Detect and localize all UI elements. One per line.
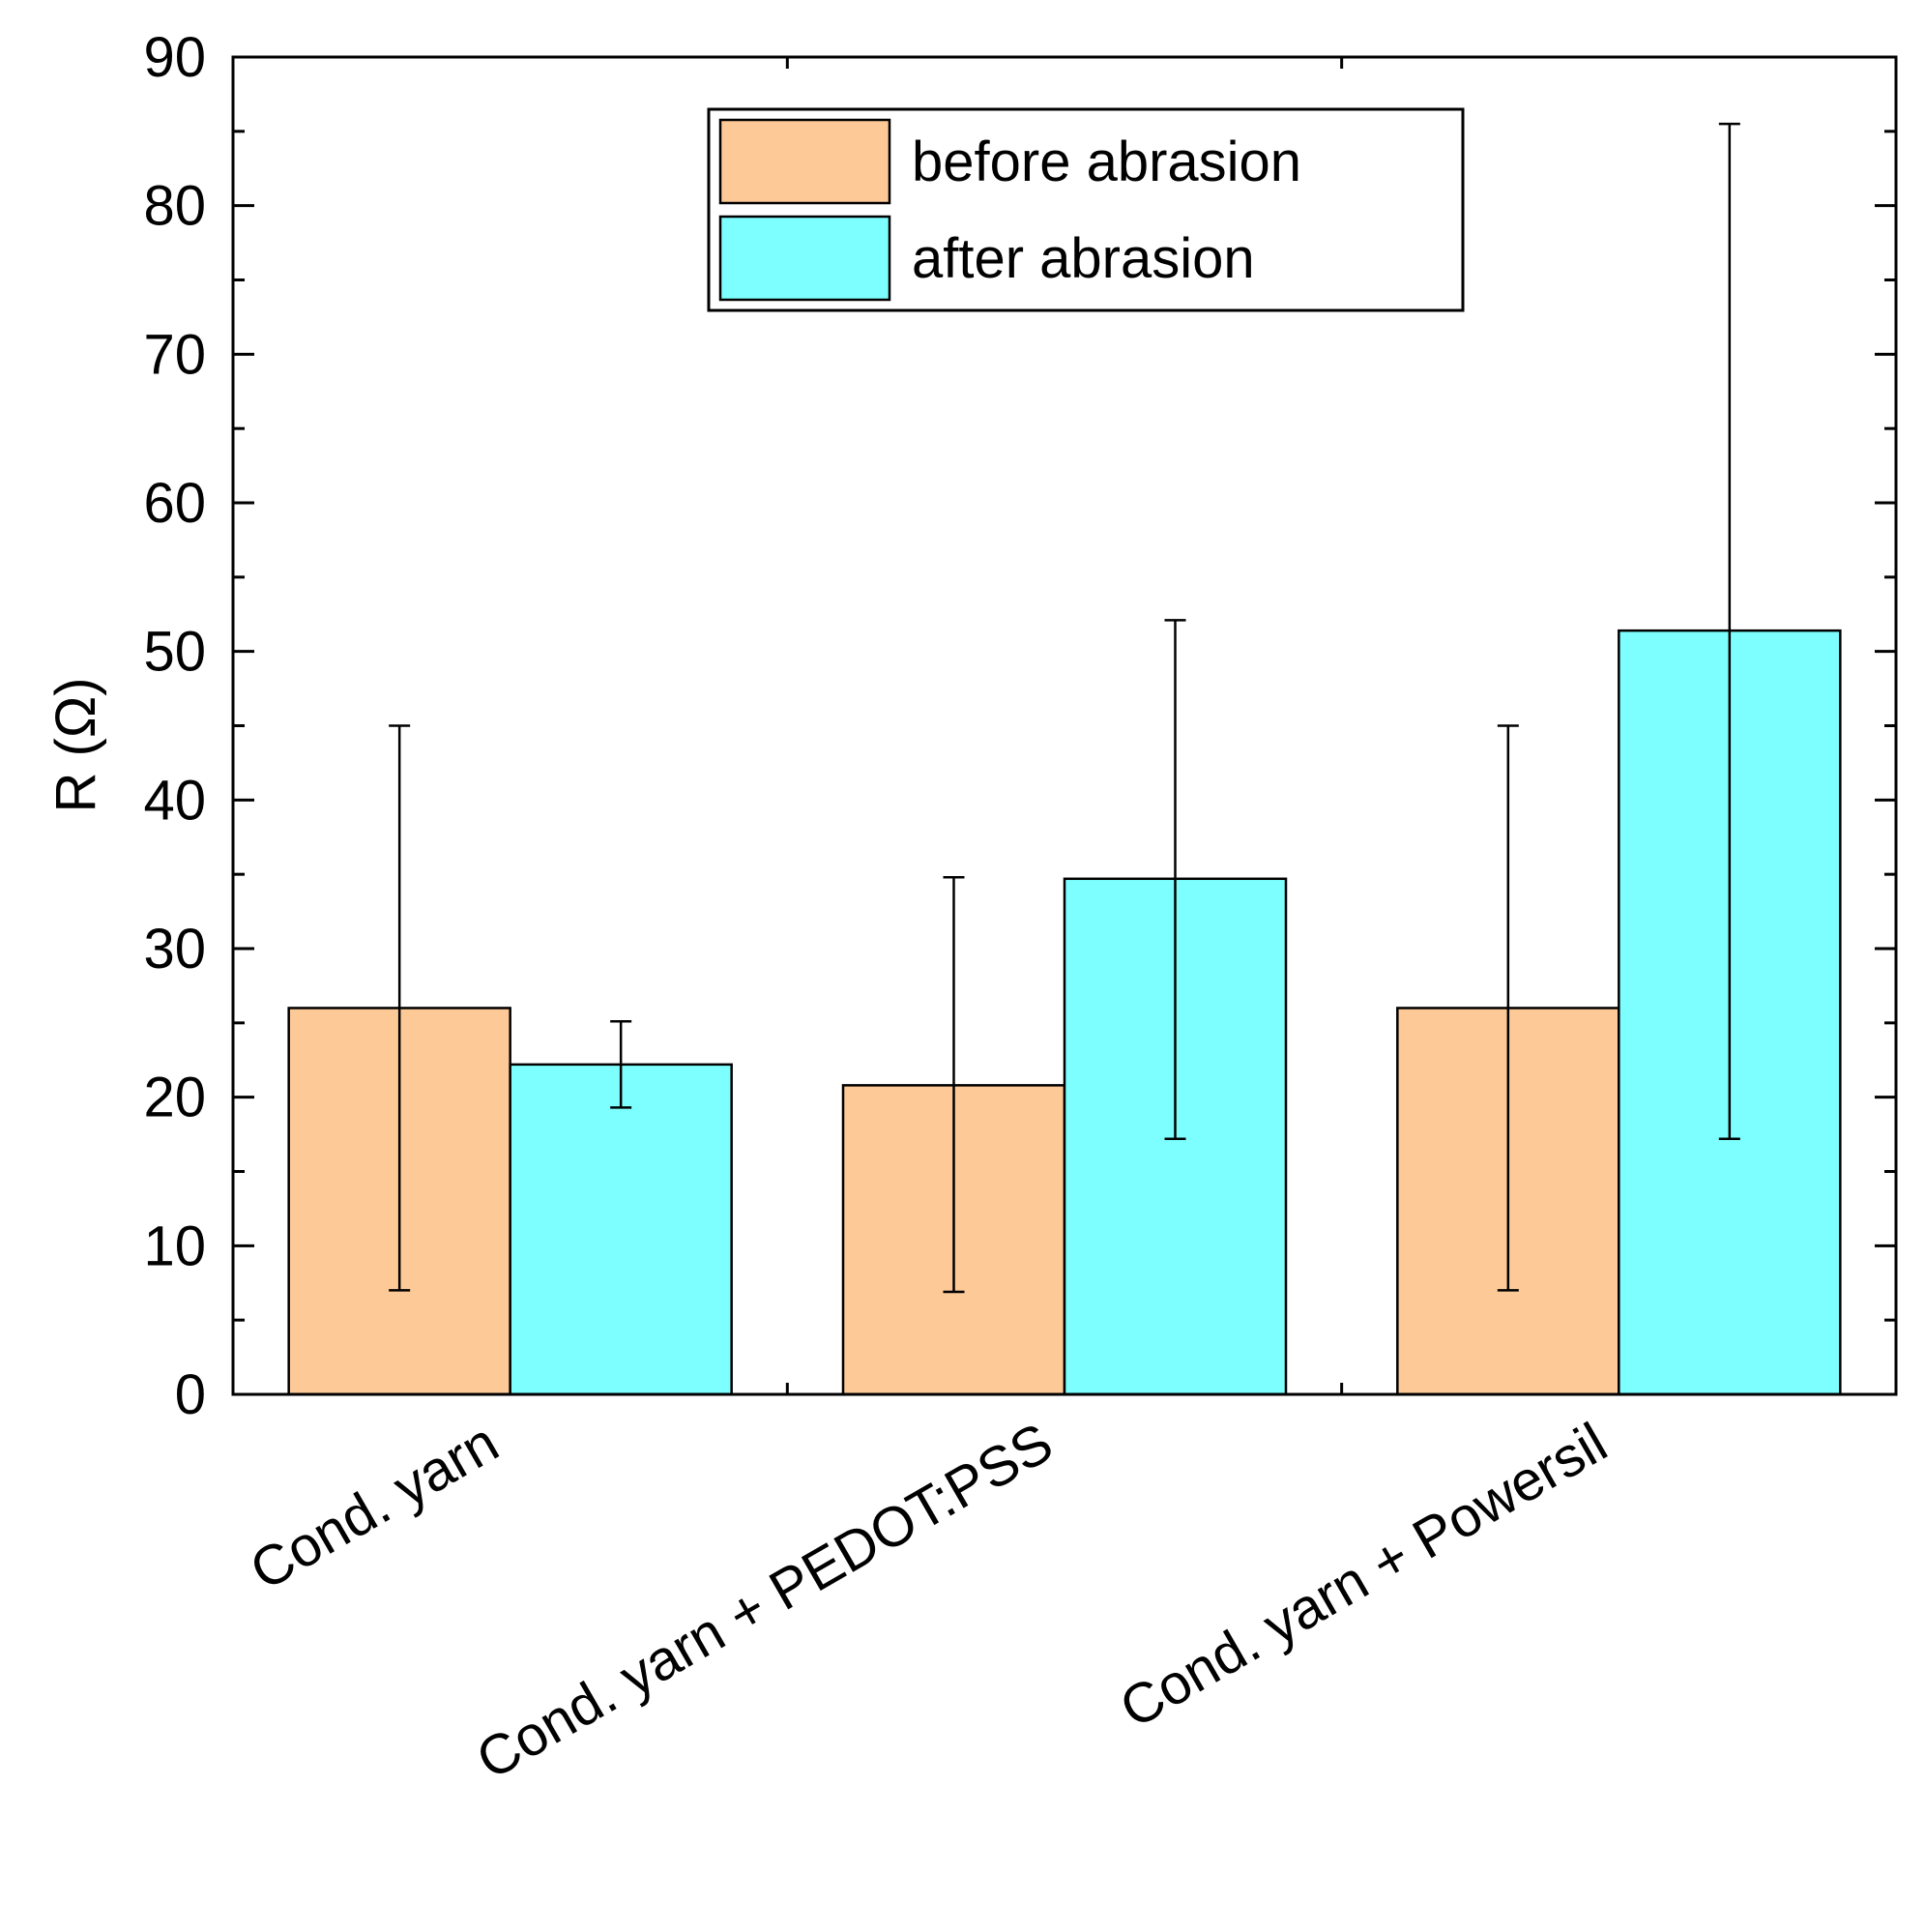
legend-label-after-abrasion: after abrasion xyxy=(912,227,1255,290)
legend-swatch-after-abrasion xyxy=(718,215,891,302)
y-tick-label: 30 xyxy=(143,918,206,981)
y-tick-label: 0 xyxy=(175,1363,206,1426)
bars-layer xyxy=(287,629,1842,1396)
error-bars-layer xyxy=(389,122,1740,1294)
legend-swatch-before-abrasion xyxy=(718,118,891,205)
bar-after-abrasion-0 xyxy=(509,1063,733,1396)
y-tick-label: 40 xyxy=(143,769,206,832)
x-tick-label-1: Cond. yarn + PEDOT:PSS xyxy=(466,1411,1063,1792)
x-tick-label-2: Cond. yarn + Powersil xyxy=(1110,1411,1618,1741)
y-axis-title: R (Ω) xyxy=(44,678,107,813)
y-tick-label: 90 xyxy=(143,26,206,89)
y-tick-label: 60 xyxy=(143,472,206,535)
y-tick-label: 70 xyxy=(143,323,206,386)
y-tick-label: 20 xyxy=(143,1067,206,1129)
legend-label-before-abrasion: before abrasion xyxy=(912,131,1301,193)
y-tick-label: 80 xyxy=(143,175,206,238)
legend: before abrasion after abrasion xyxy=(707,107,1465,312)
ticks-layer: 0 10 20 30 40 50 60 70 80 90 xyxy=(143,26,1896,1426)
y-tick-label: 10 xyxy=(143,1215,206,1277)
x-tick-label-0: Cond. yarn xyxy=(240,1411,509,1602)
y-tick-label: 50 xyxy=(143,621,206,684)
